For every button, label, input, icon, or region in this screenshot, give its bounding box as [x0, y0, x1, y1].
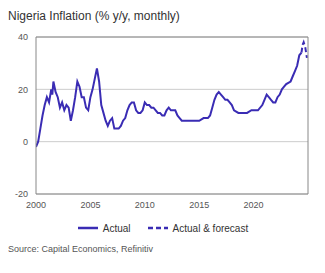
svg-text:2015: 2015 [189, 200, 209, 210]
svg-text:2005: 2005 [80, 200, 100, 210]
html-text:Actual & forecast: Actual & forecast [172, 222, 249, 234]
svg-text:0: 0 [23, 137, 28, 147]
svg-text:40: 40 [18, 32, 28, 42]
svg-text:2000: 2000 [26, 200, 46, 210]
svg-text:-20: -20 [15, 189, 28, 199]
svg-text:2010: 2010 [135, 200, 155, 210]
html-text:Source: Capital Economics, Ref: Source: Capital Economics, Refinitiv [8, 244, 154, 254]
svg-text:2020: 2020 [244, 200, 264, 210]
html-text:Nigeria Inflation (% y/y, mont: Nigeria Inflation (% y/y, monthly) [8, 9, 180, 23]
svg-text:20: 20 [18, 85, 28, 95]
html-text:Actual: Actual [102, 222, 131, 234]
